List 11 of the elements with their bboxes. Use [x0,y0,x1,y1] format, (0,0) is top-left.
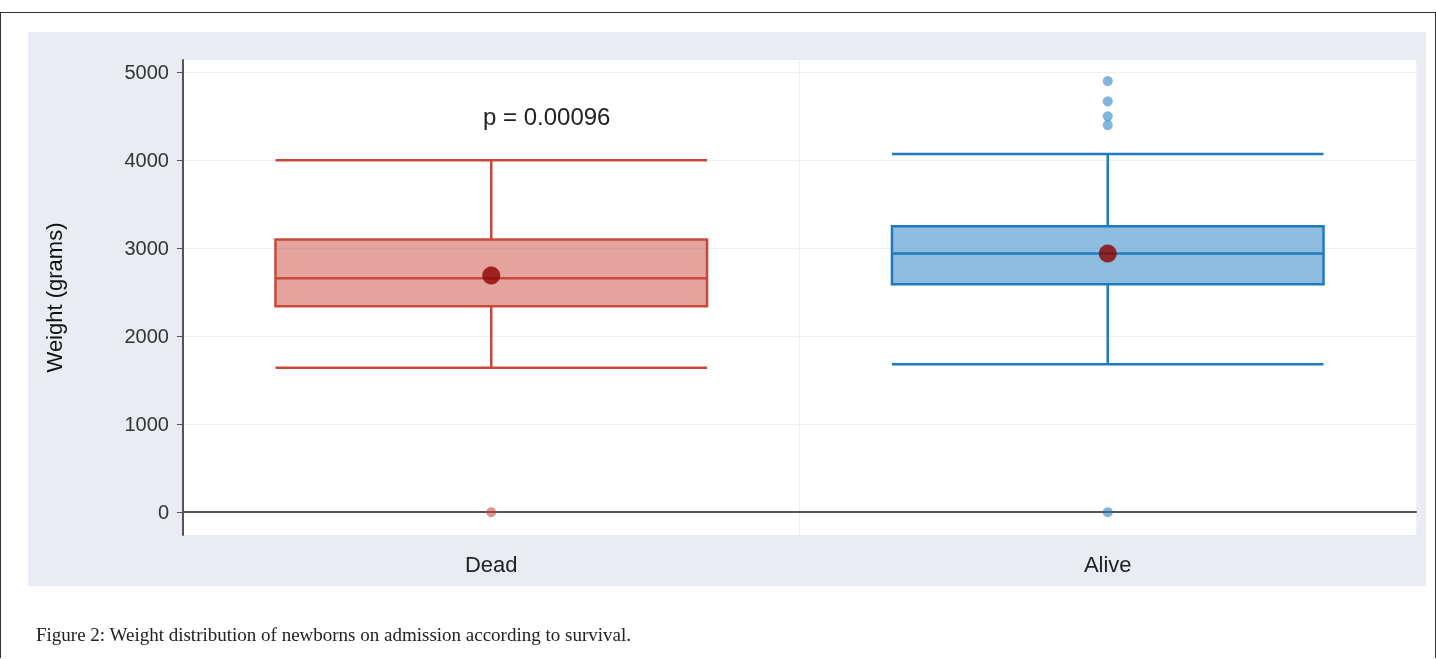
x-tick-label: Alive [1083,551,1132,577]
y-tick-label: 1000 [124,413,169,436]
caption: Figure 2: Weight distribution of newborns on admission according to survival. [36,624,631,646]
y-tick-label: 0 [157,501,169,524]
y-axis-title: Weight (grams) [41,222,67,373]
y-tick-label: 4000 [124,149,169,172]
y-tick-label: 3000 [124,237,169,260]
x-tick-label: Dead [464,551,518,577]
y-tick-label: 2000 [124,325,169,348]
y-tick-label: 5000 [124,61,169,84]
annotation: p = 0.00096 [483,102,611,130]
